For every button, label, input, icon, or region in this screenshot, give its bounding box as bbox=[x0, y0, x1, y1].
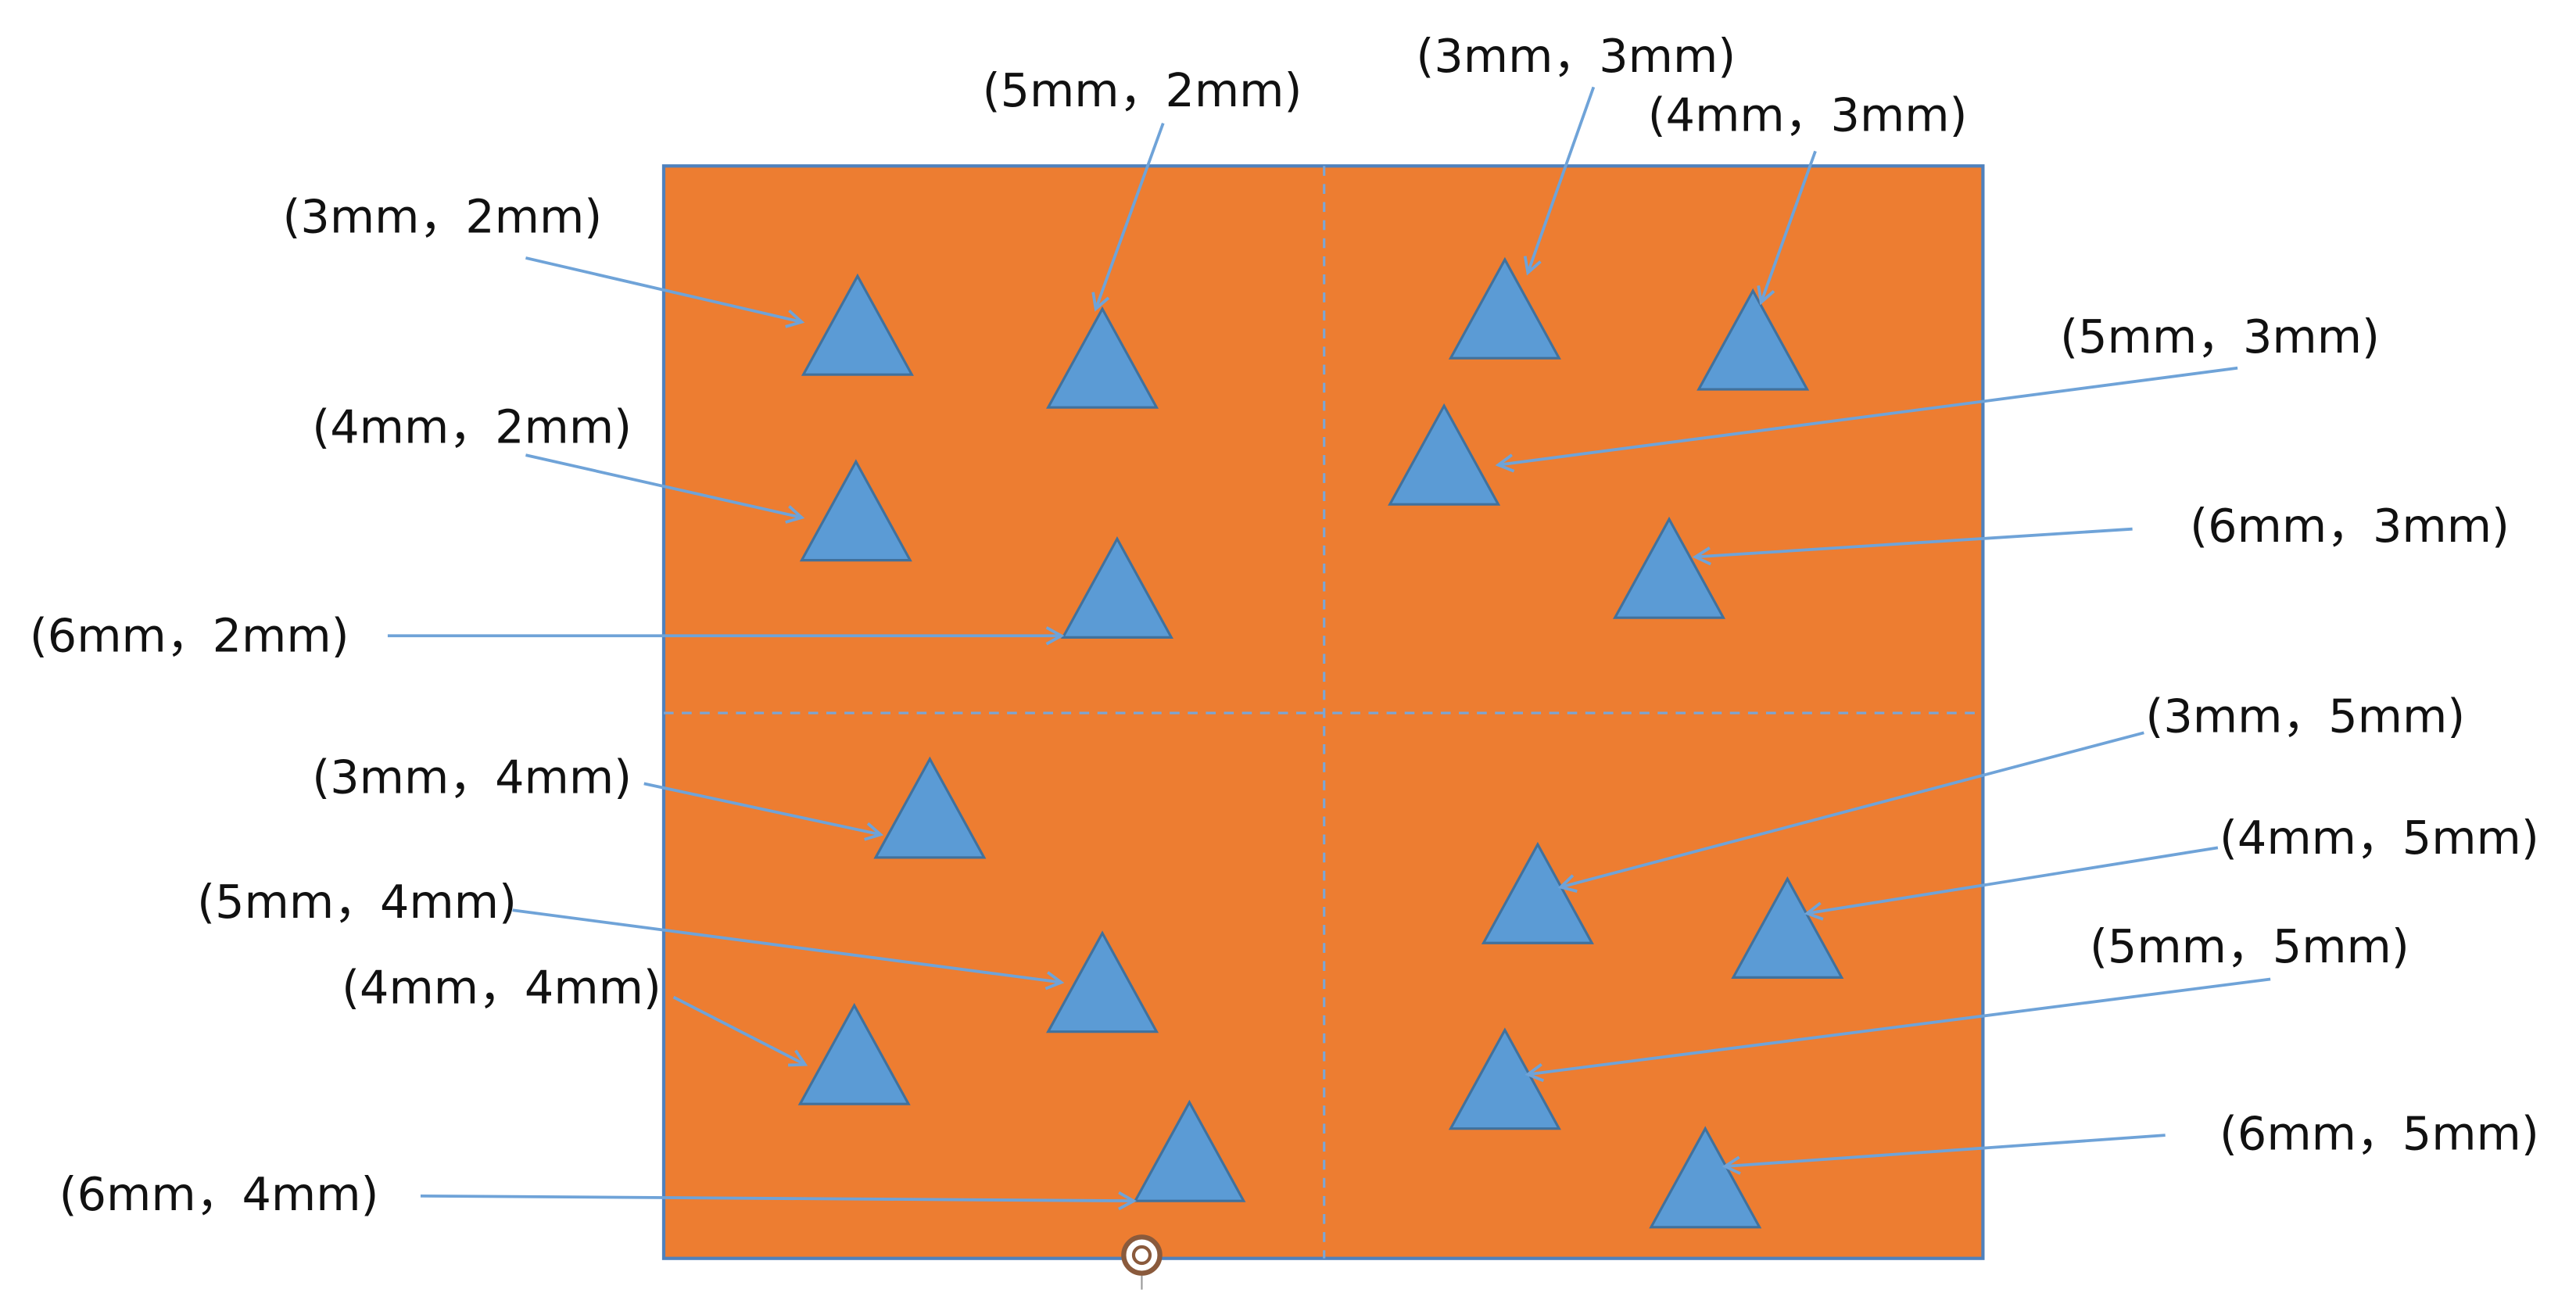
size-label: (3mm，5mm) bbox=[2145, 690, 2465, 743]
triangles bbox=[797, 256, 1844, 1229]
triangle bbox=[1481, 841, 1594, 944]
triangle bbox=[1388, 403, 1501, 506]
arrow bbox=[512, 908, 1065, 990]
rotate-handle[interactable] bbox=[1121, 1234, 1163, 1290]
size-label: (6mm，4mm) bbox=[59, 1167, 379, 1221]
size-label: (4mm，2mm) bbox=[312, 400, 632, 454]
size-label: (6mm，3mm) bbox=[2190, 499, 2510, 553]
size-label: (3mm，4mm) bbox=[312, 750, 632, 804]
size-label: (5mm，5mm) bbox=[2090, 919, 2409, 973]
size-label: (3mm，3mm) bbox=[1416, 29, 1736, 83]
triangle bbox=[1046, 306, 1159, 409]
arrow bbox=[1557, 731, 2144, 893]
size-label: (4mm，3mm) bbox=[1648, 88, 1968, 141]
arrow bbox=[1722, 1134, 2166, 1175]
triangle bbox=[1649, 1126, 1762, 1229]
size-label: (6mm，5mm) bbox=[2220, 1106, 2539, 1160]
size-label: (4mm，5mm) bbox=[2220, 811, 2539, 865]
triangle bbox=[1696, 288, 1810, 391]
triangle bbox=[1133, 1099, 1246, 1202]
arrow bbox=[525, 256, 805, 328]
arrow bbox=[1495, 366, 2238, 473]
triangle bbox=[797, 1002, 911, 1105]
size-label: (5mm，4mm) bbox=[197, 875, 517, 929]
arrow bbox=[1757, 150, 1817, 306]
triangle bbox=[801, 273, 914, 376]
triangle bbox=[1613, 516, 1726, 619]
arrow bbox=[643, 782, 884, 841]
arrow bbox=[1091, 123, 1165, 312]
arrow bbox=[1692, 527, 2133, 566]
triangle bbox=[1731, 876, 1844, 979]
arrow bbox=[525, 453, 805, 524]
size-label: (5mm，2mm) bbox=[983, 63, 1302, 117]
labels: (3mm，2mm) (5mm，2mm) (4mm，2mm) (6mm，2mm) (3mm… bbox=[30, 29, 2539, 1221]
arrow bbox=[672, 995, 808, 1067]
arrow bbox=[1804, 846, 2219, 921]
triangle bbox=[799, 459, 912, 562]
size-label: (3mm，2mm) bbox=[282, 190, 602, 244]
arrows bbox=[387, 86, 2271, 1211]
size-label: (5mm，3mm) bbox=[2060, 310, 2380, 364]
triangle bbox=[873, 756, 987, 859]
triangle bbox=[1046, 930, 1159, 1033]
triangle bbox=[1060, 536, 1173, 639]
arrow bbox=[1524, 977, 2271, 1083]
size-label: (4mm，4mm) bbox=[342, 960, 661, 1014]
arrow bbox=[1523, 86, 1596, 276]
size-label: (6mm，2mm) bbox=[30, 609, 349, 663]
arrow bbox=[420, 1191, 1137, 1211]
triangle bbox=[1448, 256, 1561, 360]
